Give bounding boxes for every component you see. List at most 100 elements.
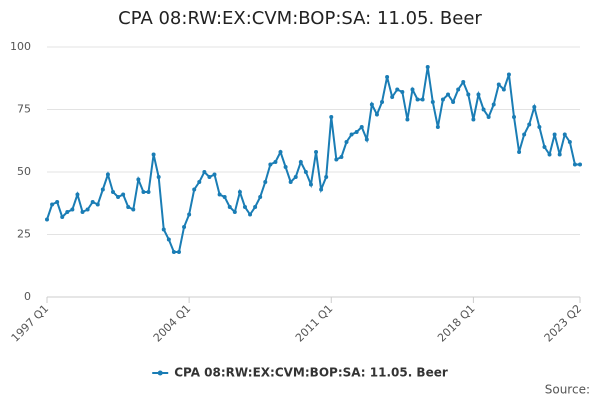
data-point [512, 115, 517, 119]
data-point [471, 117, 476, 122]
data-point [141, 190, 146, 194]
data-point [248, 212, 253, 217]
data-point [567, 140, 572, 144]
data-point [187, 212, 192, 217]
data-point [258, 195, 263, 199]
data-point [90, 200, 95, 204]
data-point [273, 160, 278, 164]
data-point [207, 175, 212, 179]
data-point [298, 160, 303, 164]
data-point [116, 195, 121, 199]
data-point [430, 100, 435, 104]
data-point [85, 207, 90, 212]
data-point [456, 87, 461, 92]
data-point [55, 200, 60, 204]
data-point [293, 175, 298, 179]
legend-label: CPA 08:RW:EX:CVM:BOP:SA: 11.05. Beer [174, 366, 448, 380]
legend-marker [157, 370, 163, 376]
x-tick-label: 2018 Q1 [435, 302, 478, 345]
data-point [380, 100, 385, 104]
data-point [440, 97, 445, 102]
data-point [70, 207, 75, 212]
data-point [395, 87, 400, 92]
data-point [339, 155, 344, 159]
x-tick-label: 1997 Q1 [9, 302, 52, 345]
data-point [212, 172, 217, 177]
data-point [324, 175, 329, 179]
data-point [374, 112, 379, 117]
data-point [359, 125, 364, 129]
data-point [562, 132, 567, 137]
data-point [176, 250, 181, 254]
data-point [161, 227, 166, 232]
data-point [80, 210, 85, 214]
y-tick-label: 0 [24, 290, 31, 303]
data-point [232, 210, 237, 214]
data-point [461, 80, 466, 84]
data-point [415, 97, 420, 102]
data-point [136, 177, 141, 182]
data-point [242, 205, 247, 209]
y-tick-label: 75 [17, 103, 31, 116]
data-point [75, 192, 80, 197]
data-point [552, 132, 557, 137]
data-point [369, 102, 374, 107]
data-point [110, 190, 115, 194]
data-point [572, 162, 577, 167]
data-point [50, 202, 55, 207]
data-point [446, 92, 451, 97]
data-point [197, 180, 202, 184]
data-point [278, 150, 283, 154]
data-point [171, 250, 176, 254]
data-point [95, 202, 100, 207]
data-point [126, 205, 131, 209]
data-point [146, 190, 151, 194]
data-point [385, 75, 390, 79]
data-point [542, 145, 547, 149]
data-point [253, 205, 258, 209]
x-tick-label: 2023 Q2 [542, 302, 585, 345]
data-point [268, 162, 273, 167]
y-tick-label: 50 [17, 165, 31, 178]
data-point [344, 140, 349, 144]
data-point [425, 65, 430, 69]
data-point [100, 187, 105, 192]
data-point [476, 92, 481, 97]
data-point [237, 190, 242, 194]
data-point [547, 152, 552, 157]
data-point [532, 105, 537, 109]
data-point [151, 152, 156, 157]
series-line [46, 66, 580, 253]
data-point [329, 115, 334, 119]
data-point [314, 150, 319, 154]
chart-title: CPA 08:RW:EX:CVM:BOP:SA: 11.05. Beer [118, 8, 482, 29]
data-point [400, 90, 405, 94]
x-tick-label: 2011 Q1 [293, 302, 336, 345]
data-point [496, 82, 501, 87]
data-point [486, 115, 491, 119]
y-tick-label: 100 [10, 40, 31, 53]
data-point [405, 117, 410, 122]
data-point [263, 180, 268, 184]
data-point [45, 217, 49, 222]
data-point [222, 195, 227, 199]
y-tick-label: 25 [17, 228, 31, 241]
data-point [166, 237, 171, 242]
data-point [227, 205, 232, 209]
data-point [522, 132, 527, 137]
data-point [156, 175, 161, 179]
data-point [557, 152, 562, 157]
data-point [364, 137, 369, 142]
data-point [527, 122, 532, 127]
data-point [481, 107, 486, 112]
data-point [217, 192, 222, 197]
data-point [349, 132, 354, 137]
data-point [288, 180, 293, 184]
data-point [283, 165, 288, 169]
data-point [192, 187, 197, 192]
data-point [410, 87, 415, 92]
data-point [131, 207, 136, 212]
data-point [491, 102, 496, 107]
data-point [435, 125, 440, 129]
